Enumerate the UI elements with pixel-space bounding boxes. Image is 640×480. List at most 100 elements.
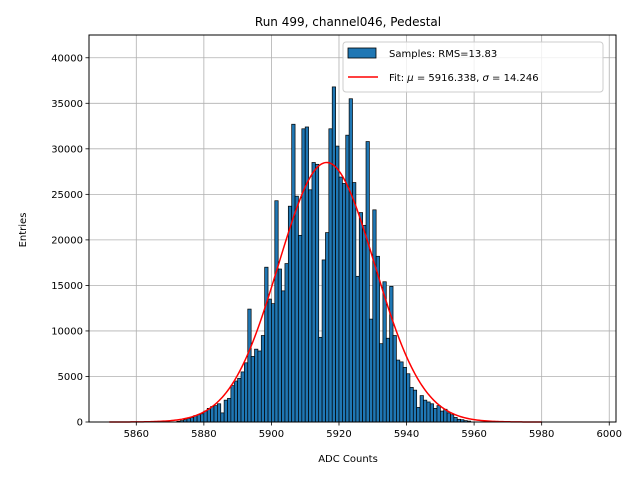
histogram-bar <box>345 134 350 423</box>
histogram-bar <box>308 189 313 423</box>
histogram-bar <box>247 308 252 423</box>
histogram-bar <box>281 290 286 423</box>
legend-sigma-equals: = <box>489 73 504 84</box>
histogram-bar <box>372 209 377 423</box>
histogram-bar <box>264 266 269 423</box>
histogram-bar <box>301 128 306 423</box>
histogram-bar <box>250 356 255 423</box>
plot-frame <box>88 34 617 423</box>
histogram-bar <box>217 403 222 423</box>
histogram-bar <box>379 343 384 423</box>
histogram-bar <box>196 414 201 423</box>
histogram-bar <box>352 182 357 423</box>
legend-sigma-value: 14.246 <box>504 73 539 84</box>
histogram-bar <box>396 359 401 423</box>
histogram-bar <box>287 205 293 423</box>
histogram-bar <box>436 405 441 423</box>
histogram-bar <box>186 418 191 423</box>
legend-mu-value: 5916.338 <box>428 73 476 84</box>
histogram-bar <box>220 412 225 423</box>
histogram-bar <box>213 405 218 423</box>
legend-separator: , <box>476 73 482 84</box>
histogram-bar <box>412 389 418 423</box>
y-tick-label: 25000 <box>51 190 83 201</box>
histogram-bar <box>314 163 320 423</box>
histogram-bar <box>304 126 309 423</box>
legend-box <box>342 41 604 93</box>
histogram-bar <box>203 410 208 423</box>
x-tick-label: 5940 <box>394 429 419 440</box>
histogram-bar <box>433 407 438 423</box>
histogram-bar <box>331 86 336 423</box>
histogram-bar <box>294 195 299 423</box>
y-tick-label: 20000 <box>51 235 83 246</box>
histogram-bar <box>450 414 455 423</box>
axis-ticks: 5860 5880 5900 5920 5940 5960 5980 6000 0 5000 100… <box>51 53 622 440</box>
histogram-bar <box>260 335 266 423</box>
histogram-bar <box>244 362 249 423</box>
histogram-bar <box>200 413 205 423</box>
histogram-bar <box>375 255 380 423</box>
histogram-bar <box>453 417 458 423</box>
histogram-bar <box>298 234 303 423</box>
histogram-bar <box>385 337 391 423</box>
x-tick-label: 5880 <box>191 429 216 440</box>
legend-fit-label: Fit: μ = 5916.338, σ = 14.246 <box>389 73 539 84</box>
histogram-bar <box>328 128 333 423</box>
histogram-bar <box>254 348 259 423</box>
histogram-bar <box>189 417 195 423</box>
y-axis-label: Entries <box>18 213 29 248</box>
histogram-bar <box>233 380 238 423</box>
histogram-bar <box>365 141 370 423</box>
histogram-bar <box>369 318 374 423</box>
histogram-bar <box>274 200 279 423</box>
histogram-bar <box>237 377 242 423</box>
x-tick-label: 6000 <box>597 429 622 440</box>
histogram-bar <box>439 410 445 423</box>
fit-curve <box>109 161 542 423</box>
legend-fit-prefix: Fit: <box>389 73 407 84</box>
histogram-bar <box>227 397 232 423</box>
histogram-bar <box>426 401 431 423</box>
histogram-bar <box>342 183 347 423</box>
histogram-bar <box>210 406 215 423</box>
x-tick-label: 5900 <box>259 429 284 440</box>
histogram-bar <box>335 145 340 423</box>
histogram-bar <box>267 298 272 423</box>
histogram-bar <box>406 373 411 423</box>
legend: Samples: RMS=13.83 Fit: μ = 5916.338, σ … <box>342 41 604 93</box>
x-tick-label: 5980 <box>529 429 554 440</box>
histogram-bar <box>355 275 360 423</box>
histogram-bar <box>416 407 421 423</box>
y-tick-label: 5000 <box>58 372 83 383</box>
y-tick-label: 40000 <box>51 53 83 64</box>
legend-samples-label: Samples: RMS=13.83 <box>389 49 497 60</box>
y-tick-label: 10000 <box>51 326 83 337</box>
histogram-bar <box>257 350 262 423</box>
histogram-bar <box>318 336 323 423</box>
histogram-bar <box>325 232 330 423</box>
histogram-bar <box>311 162 316 423</box>
histogram-bar <box>429 403 434 423</box>
histogram-bar <box>291 123 296 423</box>
histogram-bar <box>419 395 424 423</box>
x-tick-label: 5960 <box>461 429 486 440</box>
legend-sigma-symbol: σ <box>482 73 489 84</box>
y-tick-label: 35000 <box>51 99 83 110</box>
y-tick-label: 0 <box>77 418 83 429</box>
histogram-bar <box>240 371 245 423</box>
histogram-bar <box>321 259 326 423</box>
histogram-bar <box>423 399 428 423</box>
histogram-bar <box>284 263 289 423</box>
histogram-bar <box>409 387 414 423</box>
histogram-bar <box>392 335 397 423</box>
histogram-bar <box>277 268 282 423</box>
histogram-bar <box>358 212 363 423</box>
histogram-bar <box>382 281 387 423</box>
histogram-bar <box>338 176 343 423</box>
legend-samples-swatch <box>347 47 377 59</box>
histogram-bar <box>362 224 367 423</box>
histogram-bar <box>389 285 394 423</box>
y-tick-label: 30000 <box>51 144 83 155</box>
